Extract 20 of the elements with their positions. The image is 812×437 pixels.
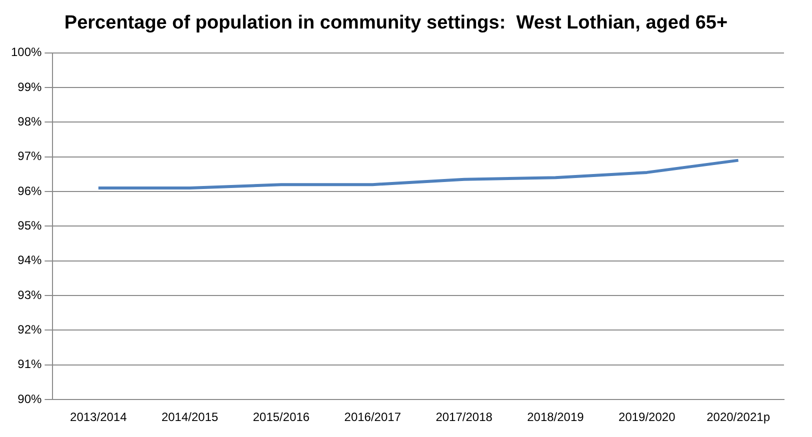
y-tick-label: 98% [18,114,42,128]
y-tick-label: 90% [18,392,42,406]
y-tick-label: 95% [18,218,42,233]
y-tick-label: 99% [18,80,42,94]
y-tick-label: 100% [10,45,42,60]
y-tick-label: 93% [18,288,42,302]
x-tick-label: 2015/2016 [252,410,310,424]
chart-title: Percentage of population in community settings: West Lothian, aged 65+ [64,12,728,34]
y-tick-label: 97% [18,149,42,164]
y-tick-label: 91% [18,357,42,372]
y-tick-label: 92% [18,322,42,337]
x-tick-label: 2013/2014 [70,410,128,424]
x-tick-label: 2016/2017 [344,410,402,424]
x-tick-label: 2018/2019 [527,410,584,424]
x-tick-label: 2014/2015 [161,410,218,424]
x-tick-label: 2017/2018 [436,410,493,424]
y-tick-label: 96% [18,184,42,198]
y-tick-label: 94% [18,253,42,268]
x-tick-label: 2020/2021p [706,410,770,424]
x-tick-label: 2019/2020 [618,410,676,424]
